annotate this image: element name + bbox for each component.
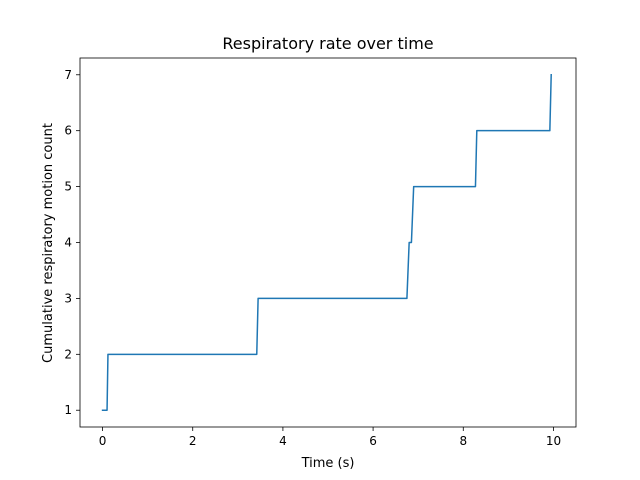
y-tick-label: 5: [64, 180, 72, 194]
y-tick-label: 7: [64, 68, 72, 82]
x-tick-label: 0: [99, 434, 107, 448]
x-tick-label: 10: [546, 434, 561, 448]
x-tick-label: 6: [369, 434, 377, 448]
x-tick-label: 8: [459, 434, 467, 448]
x-tick-label: 4: [279, 434, 287, 448]
x-tick-label: 2: [189, 434, 197, 448]
y-tick-label: 4: [64, 236, 72, 250]
chart-title: Respiratory rate over time: [222, 34, 433, 53]
y-tick-label: 6: [64, 124, 72, 138]
series-line-0: [101, 74, 552, 411]
y-tick-label: 2: [64, 347, 72, 361]
y-axis-label: Cumulative respiratory motion count: [41, 123, 56, 363]
x-axis-label: Time (s): [301, 456, 355, 471]
y-tick-label: 1: [64, 403, 72, 417]
y-tick-label: 3: [64, 291, 72, 305]
